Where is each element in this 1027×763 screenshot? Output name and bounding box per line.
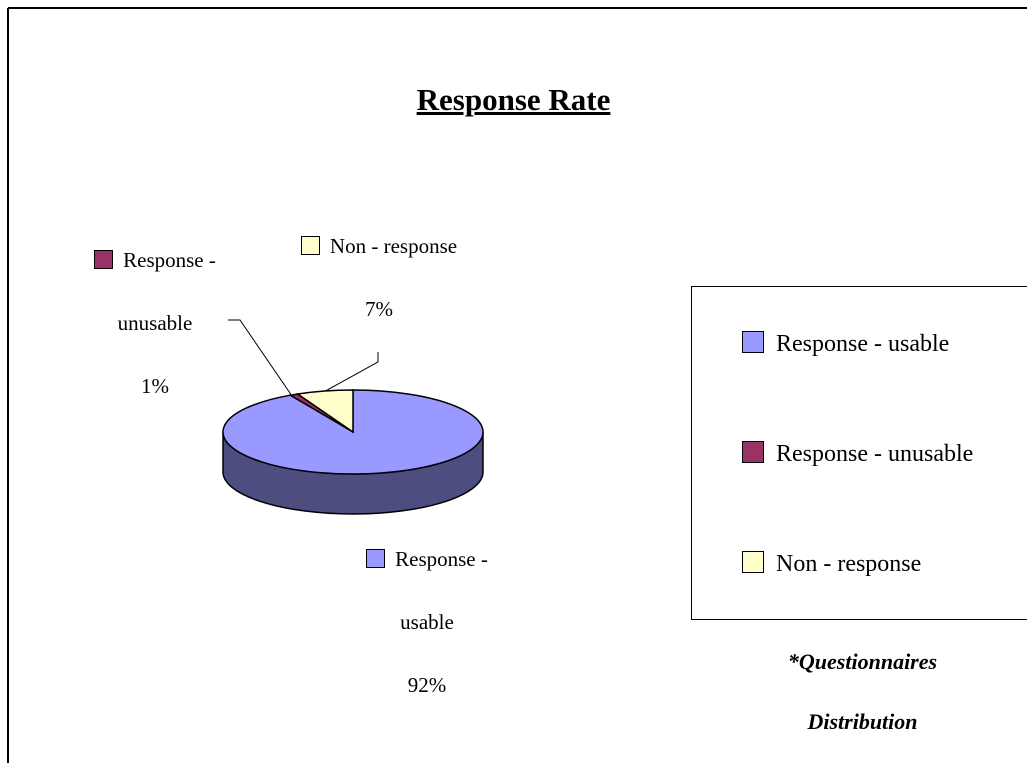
legend: Response - usable Response - unusable Non … (691, 286, 1027, 620)
data-label-value: 7% (365, 297, 393, 321)
data-label: Response - unusable 1% (80, 229, 230, 418)
leader-line (228, 319, 293, 397)
data-label: Response - usable 92% (352, 528, 502, 717)
swatch (94, 250, 114, 269)
data-label-value: 92% (407, 673, 447, 697)
pie-slice (222, 389, 484, 475)
data-label-category: Response - unusable (117, 248, 216, 335)
data-label-value: 1% (141, 374, 169, 398)
legend-label: Response - usable (776, 331, 950, 357)
data-label-category: Non - response (329, 234, 458, 258)
chart-title: Response Rate (416, 82, 611, 117)
legend-swatch (742, 551, 764, 573)
data-label-category: Response - usable (395, 547, 488, 634)
legend-label: Response - unusable (776, 441, 974, 467)
pie-slice (295, 389, 354, 434)
legend-label: Non - response (776, 551, 922, 577)
legend-swatch (742, 331, 764, 353)
leader-line (319, 352, 379, 395)
annotation: *Questionnaires Distribution (787, 649, 938, 734)
data-label: Non - response 7% (284, 215, 474, 341)
swatch (300, 236, 320, 255)
legend-entry: Response - unusable (742, 441, 973, 468)
swatch (366, 549, 386, 568)
legend-swatch (742, 441, 764, 463)
legend-entry: Non - response (742, 551, 921, 578)
legend-entry: Response - usable (742, 331, 949, 358)
